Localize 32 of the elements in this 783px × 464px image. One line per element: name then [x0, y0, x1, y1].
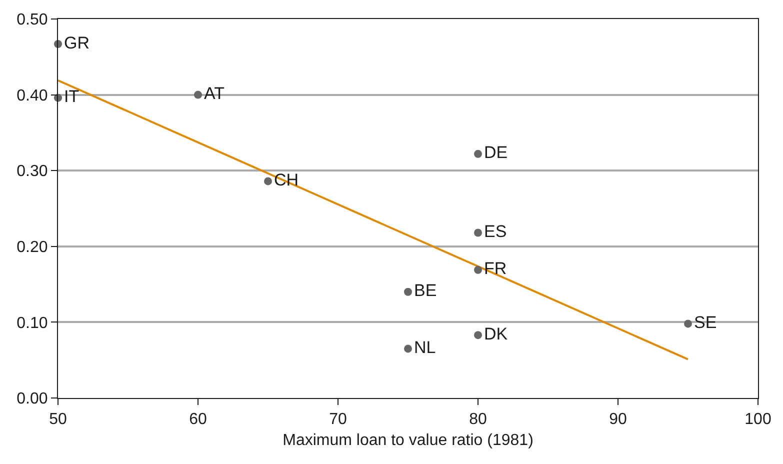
point — [404, 288, 412, 296]
x-tick-label: 90 — [609, 411, 627, 428]
x-tick-label: 100 — [744, 411, 772, 428]
y-tick-label: 0.00 — [16, 390, 48, 408]
point — [474, 228, 482, 237]
point — [474, 150, 482, 158]
point — [474, 331, 482, 340]
data-label: BE — [414, 281, 437, 300]
data-label: DE — [484, 143, 508, 162]
x-tick-label: 80 — [469, 411, 487, 428]
point — [264, 177, 272, 186]
x-axis-title: Maximum loan to value ratio (1981) — [282, 432, 534, 449]
data-label: AT — [204, 84, 224, 104]
data-label: ES — [484, 222, 507, 242]
data-label: NL — [414, 338, 436, 357]
data-label: GR — [64, 33, 90, 52]
data-label: IT — [64, 87, 80, 106]
data-label: DK — [484, 324, 508, 344]
y-tick-label: 0.30 — [16, 163, 48, 180]
point — [194, 90, 202, 99]
x-tick-label: 60 — [189, 411, 207, 428]
y-tick-label: 0.50 — [16, 12, 48, 29]
point — [474, 266, 482, 274]
data-label: SE — [694, 312, 717, 332]
point — [404, 344, 412, 353]
y-tick-label: 0.10 — [16, 314, 48, 332]
x-tick-label: 50 — [49, 411, 67, 428]
y-tick-label: 0.40 — [16, 87, 48, 104]
x-tick-label: 70 — [329, 411, 347, 428]
point — [684, 320, 692, 328]
y-tick-label: 0.20 — [16, 239, 48, 256]
data-label: FR — [484, 259, 507, 278]
